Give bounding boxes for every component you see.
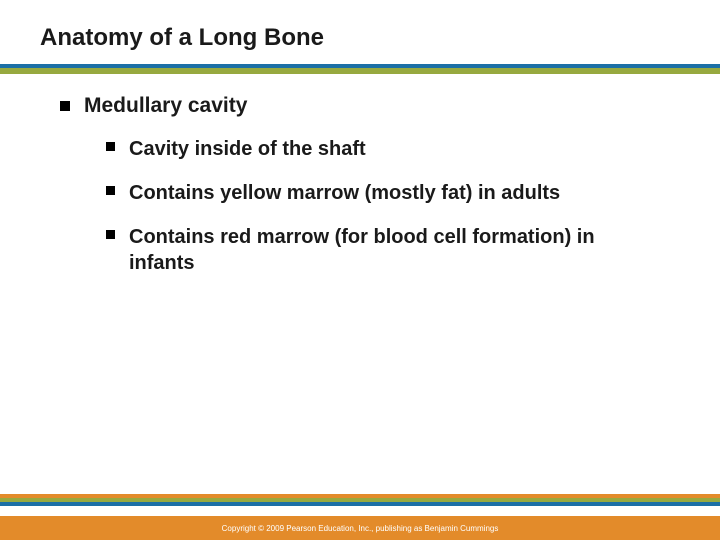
- bullet-l1-text: Medullary cavity: [84, 94, 247, 118]
- stripe-3: [0, 502, 720, 506]
- footer-stripes: [0, 494, 720, 506]
- copyright-text: Copyright © 2009 Pearson Education, Inc.…: [222, 524, 499, 533]
- bullet-l2-text: Cavity inside of the shaft: [129, 136, 366, 162]
- bullet-l2-text: Contains yellow marrow (mostly fat) in a…: [129, 180, 560, 206]
- bullet-level2: Contains yellow marrow (mostly fat) in a…: [106, 180, 670, 206]
- square-bullet-icon: [106, 142, 115, 151]
- bullet-level2: Contains red marrow (for blood cell form…: [106, 224, 670, 276]
- bullet-l2-text: Contains red marrow (for blood cell form…: [129, 224, 649, 276]
- sub-bullets: Cavity inside of the shaft Contains yell…: [60, 136, 670, 276]
- square-bullet-icon: [60, 101, 70, 111]
- title-underline: [0, 64, 720, 74]
- page-title: Anatomy of a Long Bone: [0, 0, 720, 60]
- bullet-level2: Cavity inside of the shaft: [106, 136, 670, 162]
- square-bullet-icon: [106, 186, 115, 195]
- footer-bar: Copyright © 2009 Pearson Education, Inc.…: [0, 516, 720, 540]
- bullet-level1: Medullary cavity: [60, 94, 670, 118]
- square-bullet-icon: [106, 230, 115, 239]
- slide: Anatomy of a Long Bone Medullary cavity …: [0, 0, 720, 540]
- content-area: Medullary cavity Cavity inside of the sh…: [0, 74, 720, 276]
